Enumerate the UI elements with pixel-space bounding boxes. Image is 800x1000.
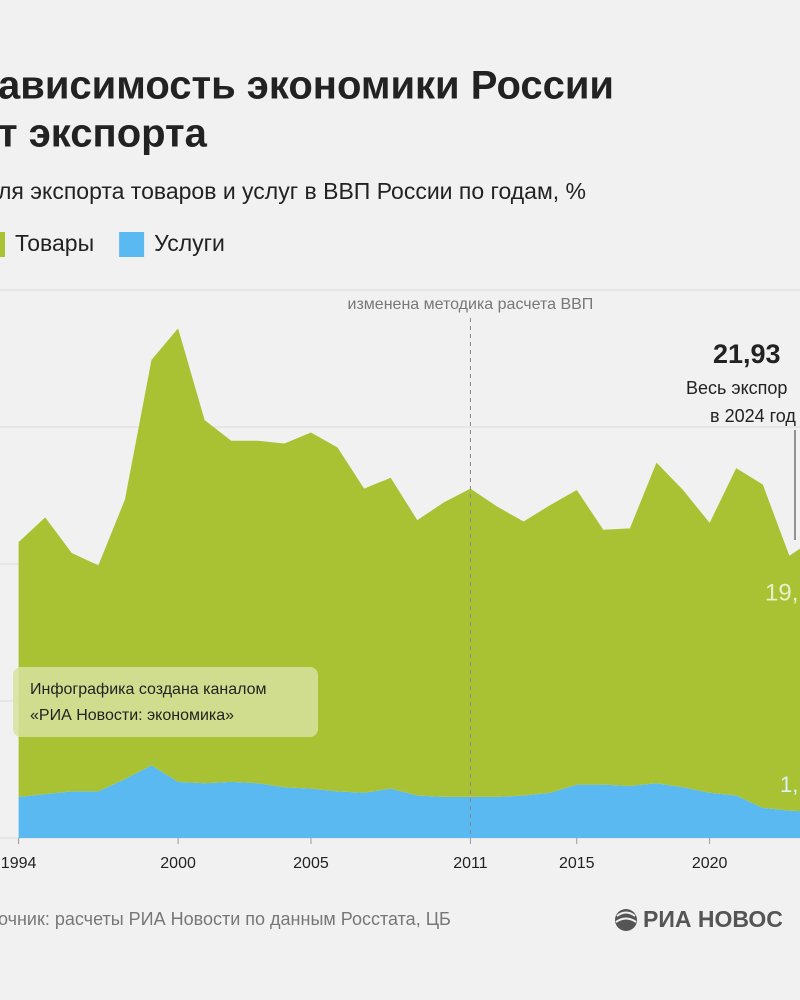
total-value: 21,93 bbox=[713, 339, 781, 369]
credit-text: «РИА Новости: экономика» bbox=[30, 707, 234, 724]
legend-swatch bbox=[119, 232, 145, 257]
x-tick-label: 2000 bbox=[160, 855, 196, 872]
method-change-label: изменена методика расчета ВВП bbox=[348, 296, 594, 313]
logo: РИА НОВОС bbox=[643, 906, 783, 932]
chart-subtitle: ля экспорта товаров и услуг в ВВП России… bbox=[0, 178, 586, 204]
chart-title: ависимость экономики России bbox=[0, 64, 614, 108]
x-tick-label: 1994 bbox=[1, 855, 37, 872]
total-text: в 2024 год bbox=[710, 406, 796, 426]
total-text: Весь экспор bbox=[686, 378, 787, 398]
area bbox=[18, 328, 800, 812]
logo-icon bbox=[615, 909, 637, 931]
credit-box bbox=[13, 667, 318, 737]
chart-title: т экспорта bbox=[0, 112, 208, 156]
x-tick-label: 2011 bbox=[453, 855, 488, 872]
credit-text: Инфографика создана каналом bbox=[30, 681, 267, 698]
legend-label: Услуги bbox=[154, 230, 225, 256]
legend-swatch bbox=[0, 232, 5, 257]
x-tick-label: 2020 bbox=[692, 855, 728, 872]
area bbox=[18, 765, 800, 838]
services-label: 1, bbox=[780, 772, 798, 797]
source: очник: расчеты РИА Новости по данным Рос… bbox=[0, 909, 451, 929]
legend-label: Товары bbox=[15, 230, 94, 256]
x-tick-label: 2015 bbox=[559, 855, 595, 872]
x-tick-label: 2005 bbox=[293, 855, 329, 872]
goods-label: 19, bbox=[765, 579, 798, 606]
